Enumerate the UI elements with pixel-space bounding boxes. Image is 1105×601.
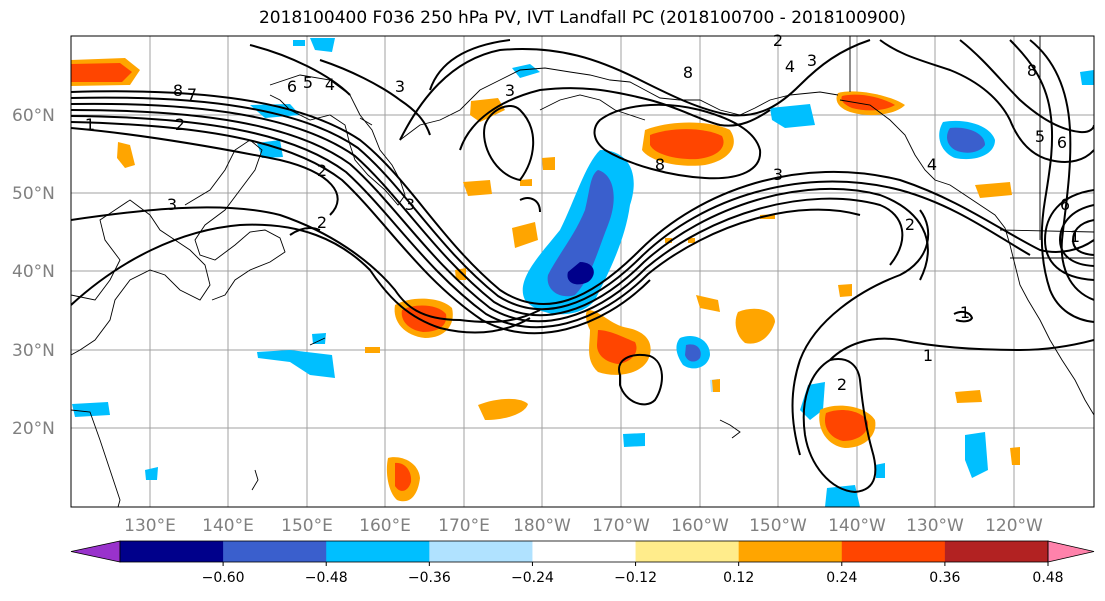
contour-label: 1 <box>1070 227 1080 246</box>
contour-label: 8 <box>655 155 665 174</box>
contour-label: 3 <box>773 165 783 184</box>
colorbar-segment <box>738 541 843 562</box>
lat-label: 40°N <box>12 262 55 282</box>
pv-contours <box>71 39 1094 494</box>
contour-label: 5 <box>303 73 313 92</box>
lon-label: 170°E <box>438 516 490 536</box>
colorbar-segment <box>944 541 1049 562</box>
colorbar-tick-label: 0.36 <box>929 570 960 586</box>
contour-label: 8 <box>683 63 693 82</box>
contour-label: 3 <box>395 77 405 96</box>
colorbar-tick-labels: −0.60 −0.48 −0.36 −0.24 −0.12 0.12 0.24 0.36 0.4… <box>202 562 1064 586</box>
contour-label: 7 <box>187 85 197 104</box>
lon-label: 130°E <box>124 516 176 536</box>
lat-label: 60°N <box>12 106 55 126</box>
colorbar-outline <box>119 540 1049 563</box>
contour-label: 2 <box>905 215 915 234</box>
latitude-labels: 60°N 50°N 40°N 30°N 20°N <box>12 106 55 439</box>
colorbar-tick-label: −0.36 <box>408 570 451 586</box>
lon-label: 130°W <box>906 516 964 536</box>
pv-negative-anomalies <box>72 38 1094 507</box>
colorbar <box>70 540 1095 563</box>
colorbar-tick-label: −0.24 <box>511 570 554 586</box>
lat-label: 20°N <box>12 419 55 439</box>
colorbar-extend-min <box>70 540 121 563</box>
lat-label: 30°N <box>12 341 55 361</box>
lat-label: 50°N <box>12 184 55 204</box>
colorbar-tick-label: −0.48 <box>305 570 348 586</box>
contour-label: 8 <box>1027 61 1037 80</box>
contour-label: 1 <box>85 115 95 134</box>
lon-label: 160°W <box>671 516 729 536</box>
lon-label: 160°E <box>359 516 411 536</box>
colorbar-extend-max <box>1047 540 1095 563</box>
colorbar-tick-label: −0.60 <box>202 570 245 586</box>
contour-label: 1 <box>923 346 933 365</box>
colorbar-segment <box>223 541 327 562</box>
colorbar-segment <box>841 541 946 562</box>
map-frame <box>70 35 1095 508</box>
contour-label: 5 <box>1035 127 1045 146</box>
colorbar-segment <box>635 541 740 562</box>
colorbar-segment <box>326 541 430 562</box>
colorbar-tick-label: 0.12 <box>723 570 754 586</box>
lon-label: 140°E <box>202 516 254 536</box>
contour-label: 2 <box>773 31 783 50</box>
contour-label: 1 <box>960 303 970 322</box>
longitude-labels: 130°E 140°E 150°E 160°E 170°E 180°W 170°… <box>124 516 1043 536</box>
map-title: 2018100400 F036 250 hPa PV, IVT Landfall… <box>258 8 906 28</box>
colorbar-segment <box>532 541 637 562</box>
contour-label: 8 <box>173 81 183 100</box>
colorbar-tick-label: 0.24 <box>826 570 857 586</box>
contour-label: 4 <box>927 155 937 174</box>
colorbar-tick-label: −0.12 <box>614 570 657 586</box>
contour-label: 2 <box>175 115 185 134</box>
contour-label: 3 <box>167 195 177 214</box>
contour-label: 2 <box>837 375 847 394</box>
coastlines <box>71 36 1094 507</box>
lon-label: 150°W <box>749 516 807 536</box>
contour-label: 3 <box>807 51 817 70</box>
colorbar-tick-label: 0.48 <box>1032 570 1063 586</box>
gridlines <box>71 36 1094 507</box>
contour-label: 6 <box>1060 195 1070 214</box>
lon-label: 180°W <box>513 516 571 536</box>
lon-label: 120°W <box>985 516 1043 536</box>
colorbar-segment <box>120 541 224 562</box>
contour-label: 2 <box>317 161 327 180</box>
contour-label: 6 <box>287 77 297 96</box>
contour-label: 6 <box>1057 133 1067 152</box>
contour-label: 3 <box>405 195 415 214</box>
contour-label: 4 <box>785 57 795 76</box>
contour-label: 4 <box>325 75 335 94</box>
lon-label: 140°W <box>828 516 886 536</box>
contour-label: 3 <box>505 81 515 100</box>
lon-label: 170°W <box>592 516 650 536</box>
lon-label: 150°E <box>281 516 333 536</box>
colorbar-segment <box>429 541 533 562</box>
contour-label: 2 <box>317 213 327 232</box>
